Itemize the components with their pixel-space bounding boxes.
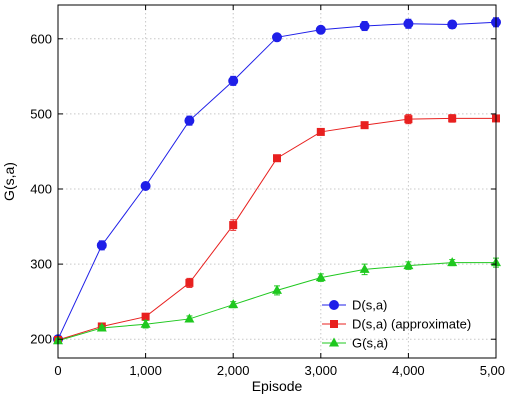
plot-frame (57, 4, 497, 359)
data-point (184, 313, 195, 323)
legend-marker (329, 337, 339, 347)
data-point (228, 299, 239, 309)
data-point (184, 115, 195, 126)
series-3 (53, 257, 501, 345)
data-point (448, 114, 457, 123)
x-tick-label: 5,000 (480, 363, 505, 378)
data-point (359, 263, 370, 273)
data-point (229, 221, 238, 230)
y-tick-label: 200 (30, 332, 52, 347)
axis-ticks: 0 1,000 2,000 3,000 4,000 5,000 200 300 400 500 60… (30, 5, 505, 378)
data-point (272, 284, 282, 294)
data-point (315, 272, 326, 282)
legend-marker (329, 300, 339, 310)
data-point (140, 318, 151, 328)
data-point (140, 181, 151, 192)
x-tick-label: 1,000 (129, 363, 162, 378)
data-point (185, 278, 194, 287)
data-point (316, 127, 325, 136)
data-point (96, 322, 107, 332)
data-point (141, 312, 150, 321)
data-point (403, 260, 414, 270)
legend-item: G(s,a) (322, 336, 388, 351)
data-point (273, 154, 281, 163)
data-point (447, 19, 458, 30)
x-tick-label: 2,000 (217, 363, 250, 378)
data-point (272, 32, 282, 43)
x-tick-label: 3,000 (305, 363, 338, 378)
data-point (228, 75, 239, 86)
legend: D(s,a) D(s,a) (approximate) G(s,a) (322, 298, 471, 351)
legend-item: D(s,a) (approximate) (322, 317, 471, 332)
y-tick-label: 400 (30, 182, 52, 197)
data-point (359, 21, 370, 32)
legend-marker (330, 320, 338, 328)
x-axis-title: Episode (252, 378, 303, 394)
data-point (403, 18, 414, 29)
y-tick-label: 500 (30, 106, 52, 121)
data-point (404, 115, 413, 124)
x-tick-label: 4,000 (392, 363, 425, 378)
legend-label: D(s,a) (352, 298, 387, 313)
data-point (96, 240, 107, 251)
data-point (447, 257, 458, 267)
y-tick-label: 600 (30, 31, 52, 46)
y-tick-label: 300 (30, 257, 52, 272)
series-layer (53, 17, 501, 345)
x-tick-label: 0 (54, 363, 61, 378)
y-axis-title: G(s,a) (1, 162, 17, 201)
data-point (315, 24, 326, 35)
legend-label: D(s,a) (approximate) (352, 317, 471, 332)
legend-label: G(s,a) (352, 336, 388, 351)
legend-item: D(s,a) (322, 298, 387, 313)
data-point (360, 121, 369, 130)
